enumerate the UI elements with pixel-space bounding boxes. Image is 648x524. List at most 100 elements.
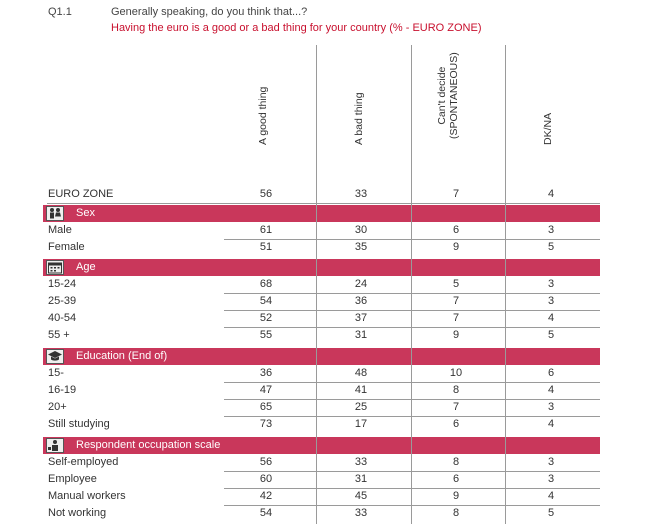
- row-label: 15-24: [48, 278, 77, 290]
- section-header: Sex: [43, 205, 600, 222]
- cell-value: 3: [547, 224, 555, 236]
- table-row: 15- 36 48 10 6: [47, 365, 600, 383]
- table-row: Self-employed 56 33 8 3: [47, 454, 600, 472]
- cell-value: 4: [547, 418, 555, 430]
- column-header-label: A good thing: [256, 86, 269, 145]
- column-header: Can't decide (SPONTANEOUS): [411, 45, 507, 183]
- cell-value: 47: [259, 384, 273, 396]
- column-header-label: A bad thing: [352, 92, 365, 145]
- cell-value: 24: [354, 278, 368, 290]
- row-divider: [224, 488, 600, 489]
- row-label: Not working: [48, 507, 107, 519]
- column-divider: [505, 183, 506, 524]
- row-divider: [224, 239, 600, 240]
- section-header: Education (End of): [43, 348, 600, 365]
- question-id: Q1.1: [48, 6, 72, 18]
- section-header: Age: [43, 259, 600, 276]
- section-header: Respondent occupation scale: [43, 437, 600, 454]
- cell-value: 3: [547, 278, 555, 290]
- section-title: Age: [76, 261, 96, 273]
- cell-value: 6: [452, 224, 460, 236]
- row-divider: [224, 310, 600, 311]
- table-row: Still studying 73 17 6 4: [47, 416, 600, 433]
- column-header: A good thing: [221, 45, 316, 183]
- row-label: EURO ZONE: [48, 188, 114, 200]
- row-label: Still studying: [48, 418, 110, 430]
- cell-value: 4: [547, 384, 555, 396]
- calendar-icon: [46, 260, 64, 275]
- row-divider: [224, 416, 600, 417]
- graduation-cap-icon: [46, 349, 64, 364]
- cell-value: 52: [259, 312, 273, 324]
- cell-value: 33: [354, 507, 368, 519]
- cell-value: 5: [547, 507, 555, 519]
- question-text: Generally speaking, do you think that...…: [111, 6, 308, 18]
- row-label: Male: [48, 224, 72, 236]
- cell-value: 33: [354, 188, 368, 200]
- column-header: DK/NA: [505, 45, 601, 183]
- cell-value: 3: [547, 473, 555, 485]
- cell-value: 7: [452, 401, 460, 413]
- row-label: 25-39: [48, 295, 77, 307]
- table-row: Female 51 35 9 5: [47, 239, 600, 256]
- row-label: 15-: [48, 367, 64, 379]
- column-header-label: DK/NA: [541, 112, 554, 145]
- row-label: Self-employed: [48, 456, 119, 468]
- cell-value: 8: [452, 456, 460, 468]
- table-row: 55 + 55 31 9 5: [47, 327, 600, 344]
- question-subtitle: Having the euro is a good or a bad thing…: [111, 22, 482, 34]
- worker-icon: [46, 438, 64, 453]
- cell-value: 7: [452, 312, 460, 324]
- cell-value: 61: [259, 224, 273, 236]
- cell-value: 4: [547, 490, 555, 502]
- cell-value: 37: [354, 312, 368, 324]
- table-row: EURO ZONE 56 33 7 4: [47, 186, 600, 204]
- row-label: 40-54: [48, 312, 77, 324]
- cell-value: 5: [452, 278, 460, 290]
- cell-value: 9: [452, 490, 460, 502]
- section-title: Education (End of): [76, 350, 168, 362]
- table-row: 25-39 54 36 7 3: [47, 293, 600, 311]
- cell-value: 68: [259, 278, 273, 290]
- row-divider: [224, 505, 600, 506]
- cell-value: 36: [354, 295, 368, 307]
- cell-value: 6: [547, 367, 555, 379]
- row-label: 16-19: [48, 384, 77, 396]
- row-label: Employee: [48, 473, 97, 485]
- cell-value: 31: [354, 329, 368, 341]
- section-title: Respondent occupation scale: [76, 439, 221, 451]
- cell-value: 35: [354, 241, 368, 253]
- cell-value: 56: [259, 188, 273, 200]
- column-divider: [411, 183, 412, 524]
- row-divider: [224, 471, 600, 472]
- cell-value: 8: [452, 384, 460, 396]
- column-header-label: Can't decide (SPONTANEOUS): [435, 52, 460, 139]
- table-row: 40-54 52 37 7 4: [47, 310, 600, 328]
- cell-value: 4: [547, 312, 555, 324]
- row-divider: [224, 293, 600, 294]
- cell-value: 33: [354, 456, 368, 468]
- cell-value: 25: [354, 401, 368, 413]
- row-divider: [224, 327, 600, 328]
- cell-value: 60: [259, 473, 273, 485]
- cell-value: 3: [547, 401, 555, 413]
- cell-value: 7: [452, 188, 460, 200]
- cell-value: 4: [547, 188, 555, 200]
- cell-value: 3: [547, 295, 555, 307]
- cell-value: 36: [259, 367, 273, 379]
- row-label: Manual workers: [48, 490, 126, 502]
- cell-value: 41: [354, 384, 368, 396]
- table-row: Manual workers 42 45 9 4: [47, 488, 600, 506]
- row-label: 20+: [48, 401, 67, 413]
- cell-value: 9: [452, 241, 460, 253]
- section-title: Sex: [76, 207, 95, 219]
- cell-value: 5: [547, 241, 555, 253]
- row-label: 55 +: [48, 329, 70, 341]
- cell-value: 17: [354, 418, 368, 430]
- table-row: Male 61 30 6 3: [47, 222, 600, 240]
- row-label: Female: [48, 241, 85, 253]
- row-divider: [224, 382, 600, 383]
- cell-value: 54: [259, 295, 273, 307]
- table-row: 15-24 68 24 5 3: [47, 276, 600, 294]
- table-row: 20+ 65 25 7 3: [47, 399, 600, 417]
